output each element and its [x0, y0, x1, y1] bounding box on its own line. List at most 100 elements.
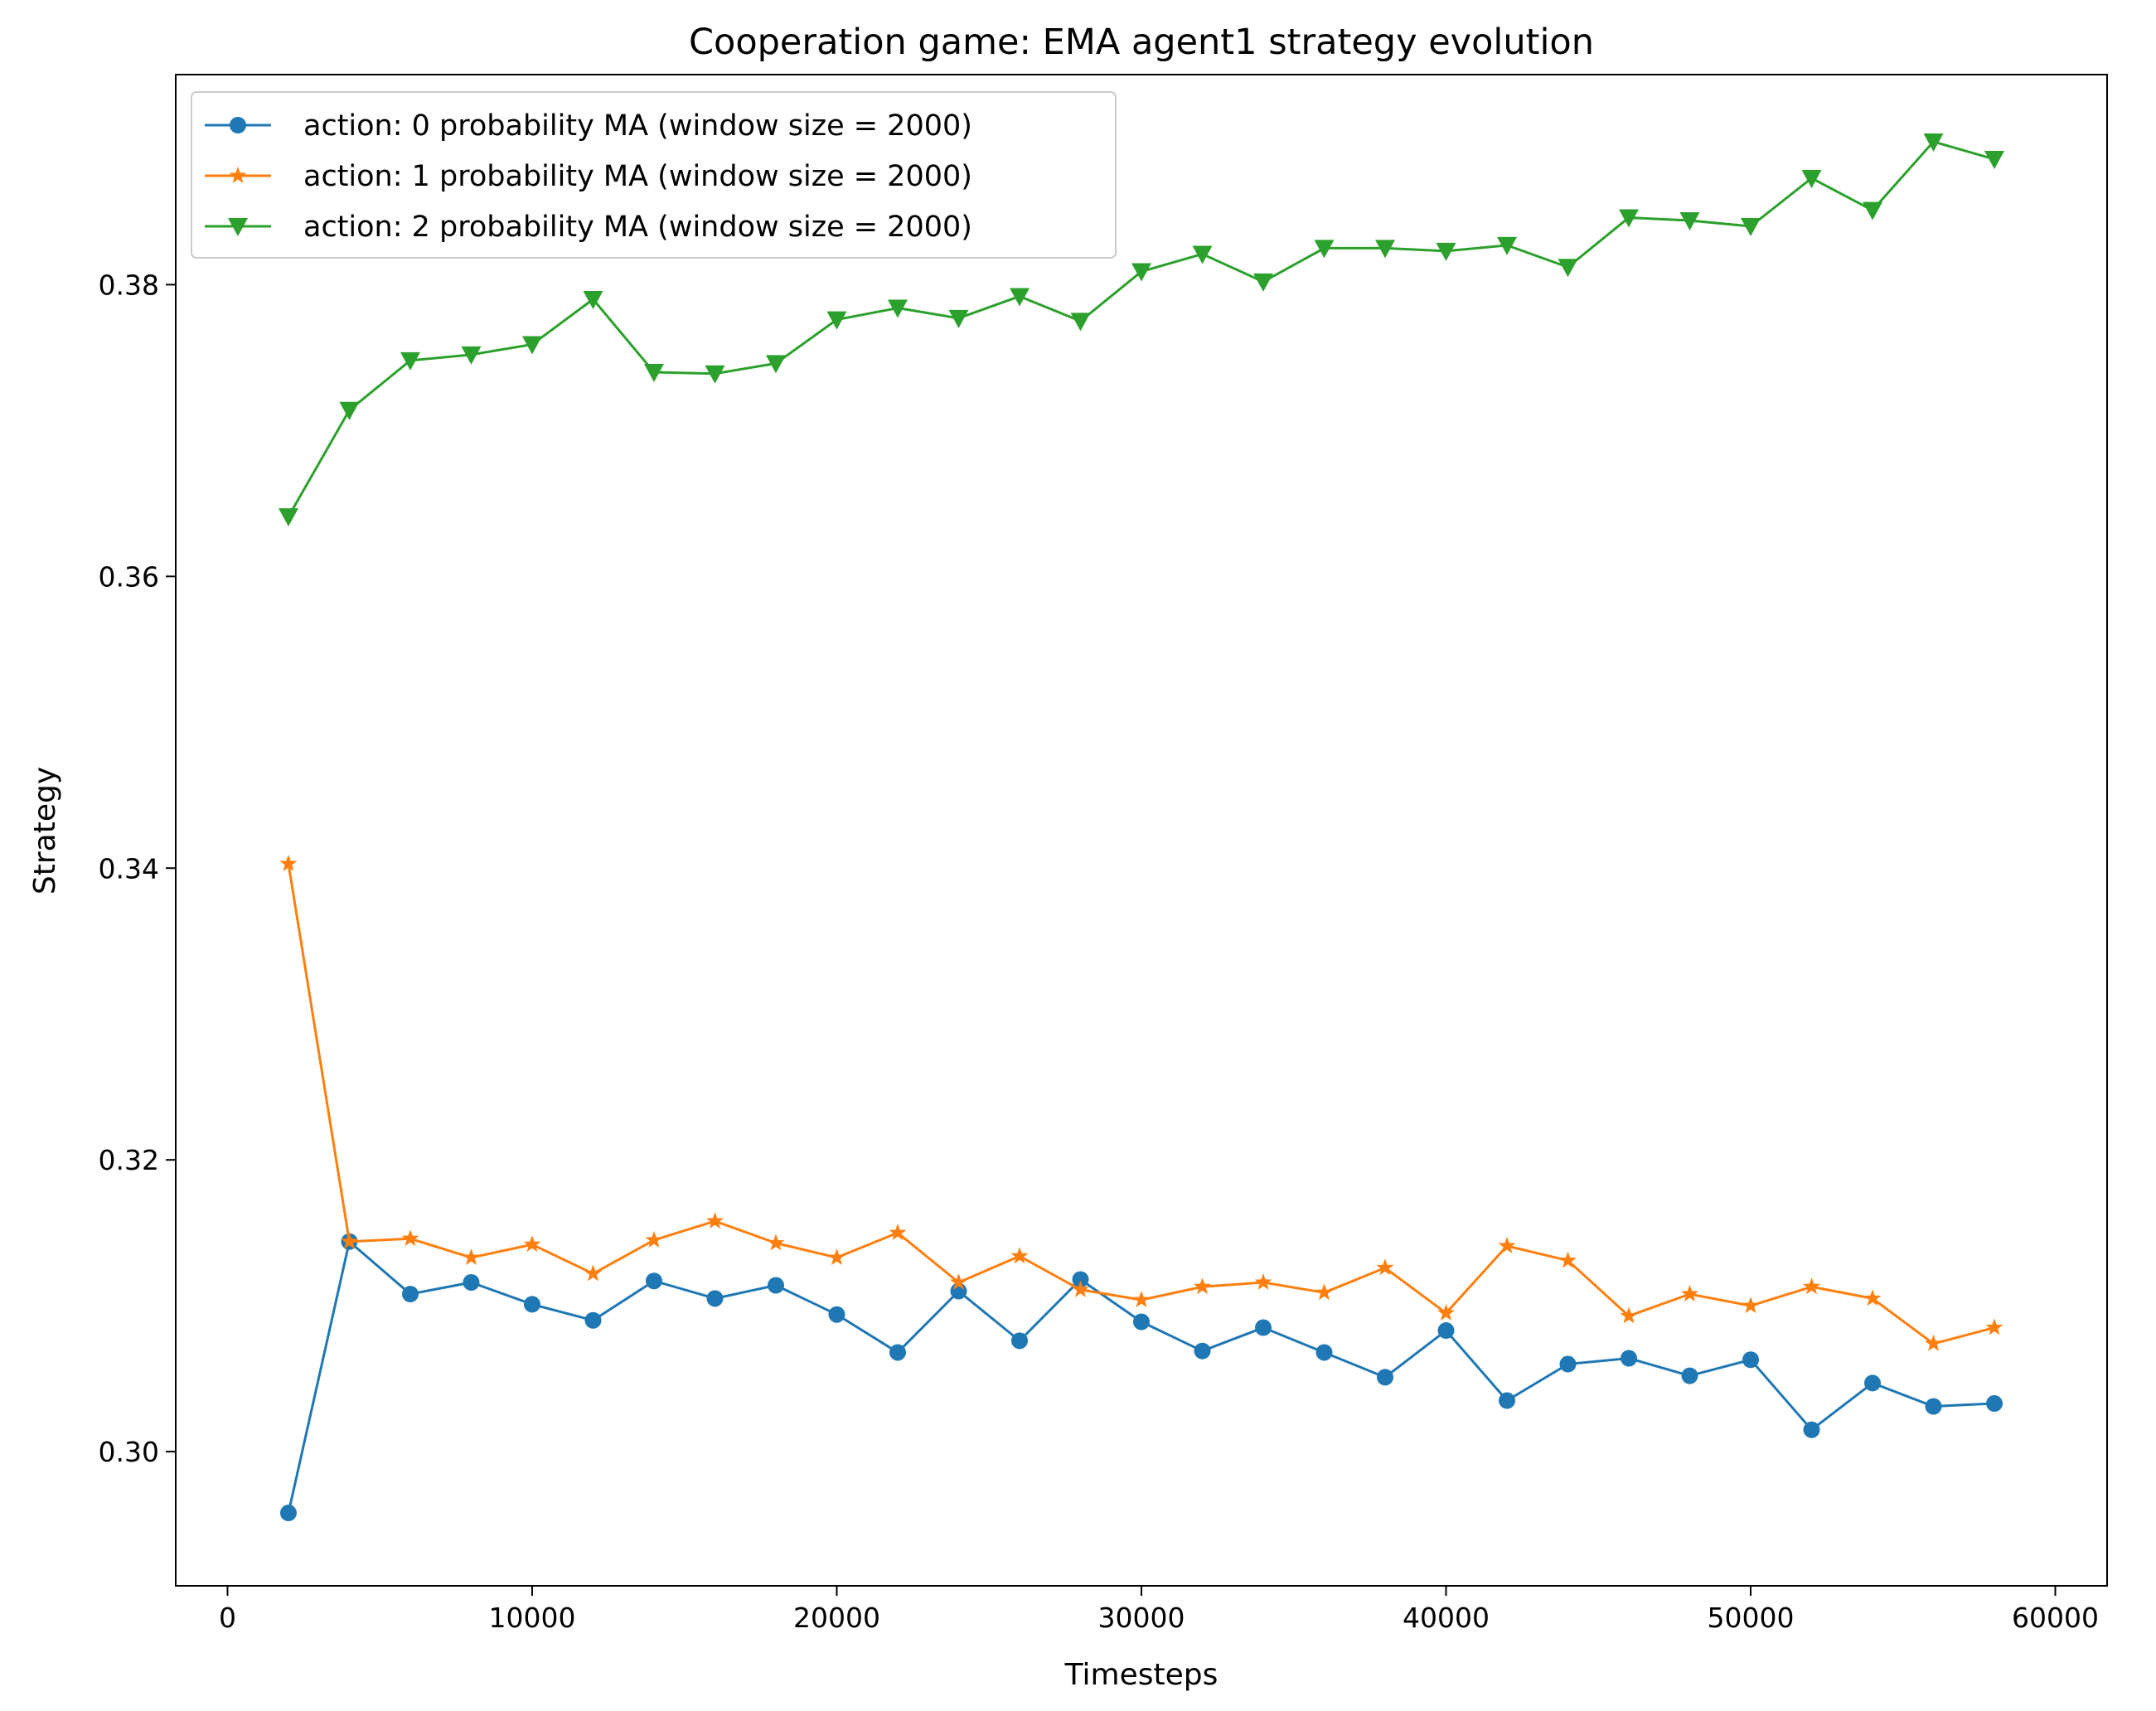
legend-entries: action: 0 probability MA (window size = …: [205, 109, 972, 244]
y-tick-label: 0.32: [99, 1144, 159, 1176]
data-point: [1072, 1280, 1089, 1297]
data-point: [584, 1311, 602, 1329]
data-point: [1131, 263, 1151, 282]
x-tick-label: 50000: [1708, 1602, 1795, 1634]
legend: action: 0 probability MA (window size = …: [191, 91, 1117, 259]
x-tick-label: 10000: [488, 1602, 575, 1634]
x-tick-label: 60000: [2012, 1602, 2099, 1634]
series-1: [279, 854, 2003, 1351]
y-tick-label: 0.36: [99, 560, 159, 593]
data-point: [887, 299, 908, 318]
data-point: [889, 1224, 907, 1241]
data-point: [1679, 211, 1700, 230]
legend-entry: action: 0 probability MA (window size = …: [205, 109, 972, 143]
data-point: [341, 1232, 358, 1249]
data-point: [828, 1248, 845, 1265]
data-point: [1255, 1319, 1272, 1336]
data-point: [1315, 1344, 1333, 1361]
x-tick-label: 40000: [1403, 1602, 1490, 1634]
x-tick-label: 20000: [793, 1602, 880, 1634]
data-point: [523, 1235, 541, 1253]
data-point: [1437, 1322, 1455, 1340]
data-point: [1986, 1395, 2003, 1413]
data-point: [461, 346, 482, 365]
data-point: [1863, 201, 1883, 221]
data-point: [643, 363, 664, 382]
data-point: [1803, 1421, 1820, 1438]
data-point: [279, 854, 298, 871]
data-point: [1315, 1283, 1333, 1301]
data-point: [645, 1272, 662, 1290]
data-point: [1864, 1374, 1882, 1392]
data-point: [1132, 1291, 1151, 1308]
data-point: [889, 1344, 906, 1361]
data-point: [1437, 1303, 1455, 1321]
data-point: [1436, 242, 1456, 261]
data-point: [523, 1296, 540, 1313]
data-point: [706, 1212, 724, 1229]
data-point: [1863, 1289, 1882, 1306]
data-point: [1621, 1350, 1638, 1367]
data-point: [1742, 1297, 1760, 1314]
data-point: [767, 1234, 785, 1251]
data-point: [1558, 259, 1578, 278]
data-point: [521, 336, 542, 355]
data-point: [705, 365, 725, 384]
data-point: [828, 1306, 845, 1323]
data-point: [1194, 1277, 1211, 1295]
legend-label: action: 1 probability MA (window size = …: [303, 160, 972, 193]
data-point: [1923, 133, 1944, 152]
data-point: [401, 1229, 419, 1247]
data-point: [400, 351, 420, 371]
data-point: [1194, 1342, 1211, 1360]
data-point: [279, 1505, 297, 1522]
legend-label: action: 0 probability MA (window size = …: [303, 109, 972, 143]
data-point: [1010, 1247, 1029, 1264]
data-point: [706, 1290, 724, 1307]
data-point: [1499, 1392, 1516, 1409]
data-point: [1742, 1351, 1760, 1369]
data-point: [1497, 236, 1518, 255]
data-point: [950, 1272, 967, 1290]
plot-frame: [175, 74, 2108, 1587]
data-point: [1375, 240, 1396, 259]
data-point: [1925, 1398, 1942, 1415]
data-point: [1619, 209, 1640, 228]
data-point: [765, 355, 786, 374]
data-point: [1072, 1271, 1089, 1288]
data-point: [1314, 240, 1335, 259]
data-point: [948, 309, 969, 328]
data-point: [767, 1277, 784, 1294]
legend-frame: [191, 91, 1117, 259]
data-point: [1985, 1318, 2003, 1335]
y-axis-label: Strategy: [28, 767, 62, 894]
data-point: [1192, 245, 1213, 264]
legend-label: action: 2 probability MA (window size = …: [303, 211, 972, 244]
legend-entry: action: 1 probability MA (window size = …: [205, 160, 972, 193]
data-point: [1253, 273, 1273, 292]
series-layer: [278, 133, 2005, 1522]
legend-marker: [228, 218, 248, 236]
data-point: [1620, 1306, 1638, 1324]
data-point: [1803, 1277, 1820, 1295]
data-point: [401, 1286, 419, 1303]
legend-entry: action: 2 probability MA (window size = …: [205, 211, 972, 244]
legend-marker: [229, 167, 247, 183]
data-point: [1925, 1334, 1942, 1351]
data-point: [339, 401, 360, 420]
chart-title: Cooperation game: EMA agent1 strategy ev…: [689, 22, 1594, 63]
data-point: [1498, 1237, 1516, 1253]
data-point: [1681, 1285, 1698, 1301]
data-point: [1681, 1367, 1698, 1384]
data-point: [1984, 151, 2005, 170]
data-point: [1741, 218, 1761, 236]
data-point: [1133, 1313, 1150, 1331]
data-point: [1376, 1258, 1394, 1276]
data-point: [278, 508, 298, 527]
x-tick-label: 30000: [1098, 1602, 1185, 1634]
tick-layer: 0 10000 20000 30000 40000 50000 60000 0.30 0.32 0…: [99, 269, 2100, 1634]
data-point: [463, 1248, 480, 1265]
y-tick-label: 0.30: [99, 1436, 159, 1468]
legend-marker: [230, 117, 246, 133]
